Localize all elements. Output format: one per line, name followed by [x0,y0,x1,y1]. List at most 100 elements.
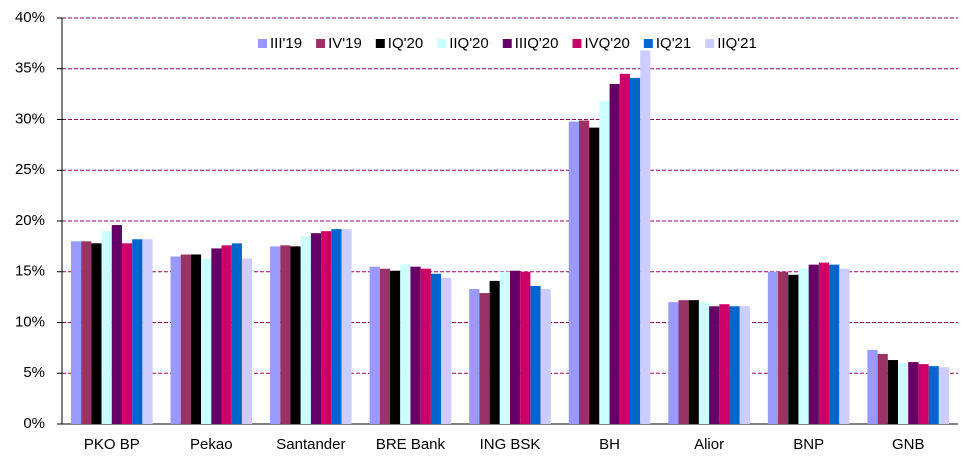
bar [887,360,899,424]
legend-label: III'19 [270,35,302,52]
bar [321,231,332,424]
bar [578,120,590,424]
bar [589,127,600,425]
bar [798,268,809,424]
bar [400,264,411,424]
y-tick-label: 0% [23,415,45,432]
bar [190,254,202,424]
bar [520,271,531,424]
bar [629,77,641,424]
bar [918,364,929,424]
bar [489,280,500,424]
bar [170,256,181,424]
bar [877,353,888,424]
legend-label: IIIQ'20 [515,35,559,52]
bar [609,83,620,424]
bar [430,273,442,424]
bar [839,268,850,424]
legend-label: IVQ'20 [584,35,629,52]
bar [898,363,909,424]
legend-label: IV'19 [328,35,362,52]
bar [231,243,242,424]
bar [530,285,541,424]
bar [938,367,950,424]
bar [310,233,322,424]
bar [91,243,102,424]
bar [101,231,112,424]
legend-swatch [437,39,447,48]
bar [441,277,452,424]
y-tick-label: 15% [15,263,45,280]
bar [540,289,551,424]
bar [678,300,689,424]
bar [70,241,82,424]
x-tick-label: Alior [694,436,724,453]
bar [469,289,480,424]
bar [132,239,143,424]
bar [479,293,490,424]
bar [341,229,352,424]
bar [331,229,342,424]
x-tick-label: Santander [276,436,345,453]
bar [369,266,380,424]
bar [300,236,311,424]
bar [928,366,939,424]
bar [390,270,401,424]
y-tick-label: 30% [15,110,45,127]
x-tick-label: BNP [793,436,824,453]
bar [510,270,521,424]
bar [808,264,819,424]
legend-swatch [705,39,715,48]
bar [698,302,710,424]
legend-swatch [502,39,512,48]
legend-swatch [316,39,326,48]
bar [280,245,291,424]
legend-swatch [375,39,385,48]
legend-swatch [572,39,582,48]
bar [221,245,232,424]
bar [908,362,919,424]
x-tick-label: GNB [892,436,925,453]
bar [778,271,789,424]
bar [599,101,610,424]
y-tick-label: 20% [15,212,45,229]
bar [241,258,253,424]
legend-label: IIQ'20 [449,35,489,52]
bar [270,246,281,424]
bar [420,268,431,424]
x-tick-label: BH [599,436,620,453]
bar [729,306,740,424]
bar [640,50,651,424]
x-tick-label: ING BSK [480,436,541,453]
bar [201,258,212,424]
x-tick-label: PKO BP [84,436,140,453]
bar [767,271,779,424]
legend-label: IQ'21 [656,35,691,52]
y-tick-label: 25% [15,161,45,178]
bar [788,274,799,424]
y-tick-label: 10% [15,313,45,330]
bar [111,225,122,424]
bar [829,264,840,424]
bar [290,246,301,424]
bar [211,248,222,424]
bar [867,349,878,424]
legend-swatch [258,39,267,48]
bar [818,262,830,424]
bar [619,73,630,424]
bar [499,271,510,424]
x-tick-label: Pekao [190,436,233,453]
bar [568,121,579,424]
legend-label: IQ'20 [388,35,423,52]
bar [739,306,750,424]
bar [121,243,133,424]
bar [180,254,191,424]
bar [81,241,92,424]
bar [709,306,720,424]
bar [142,239,153,424]
y-tick-label: 5% [23,364,45,381]
bar [688,300,699,424]
bar [379,268,391,424]
x-tick-label: BRE Bank [376,436,446,453]
